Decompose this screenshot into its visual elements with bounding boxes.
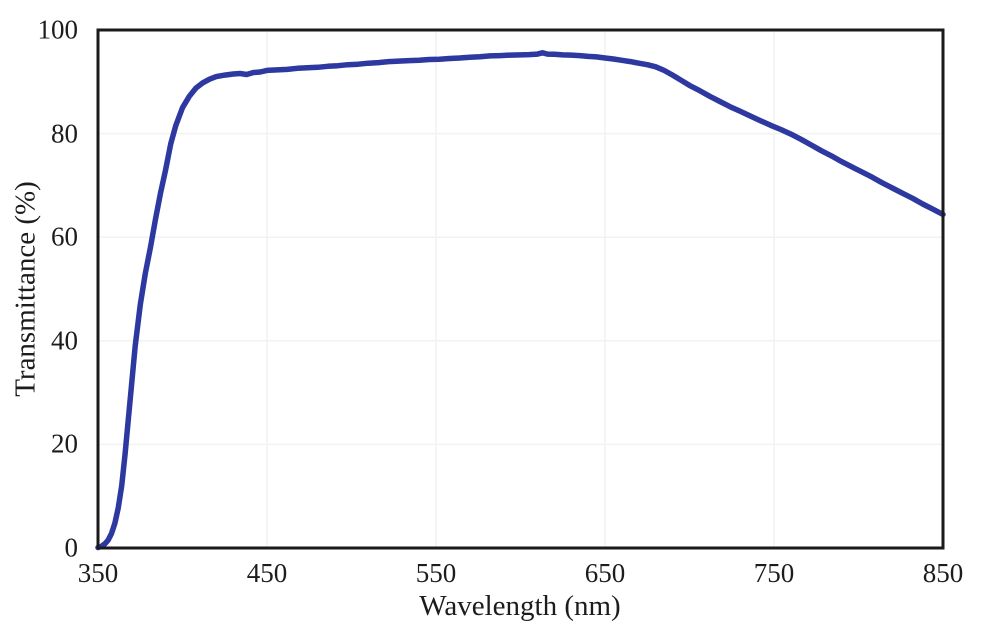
x-tick-label-350: 350 <box>77 558 119 588</box>
y-tick-label-20: 20 <box>51 428 78 459</box>
x-tick-label-450: 450 <box>246 558 288 588</box>
plot-border <box>96 28 945 550</box>
x-tick-label-550: 550 <box>415 558 457 588</box>
y-tick-label-40: 40 <box>51 325 78 356</box>
x-tick-label-850: 850 <box>922 558 964 588</box>
series-line-transmittance <box>95 50 946 551</box>
x-tick-label-650: 650 <box>584 558 626 588</box>
y-tick-label-100: 100 <box>37 14 79 45</box>
y-tick-label-60: 60 <box>51 221 78 252</box>
x-axis-title: Wavelength (nm) <box>419 590 621 622</box>
x-tick-label-750: 750 <box>753 558 795 588</box>
y-tick-label-80: 80 <box>51 118 78 149</box>
y-tick-label-0: 0 <box>64 532 79 563</box>
y-axis-title: Transmittance (%) <box>9 181 42 397</box>
